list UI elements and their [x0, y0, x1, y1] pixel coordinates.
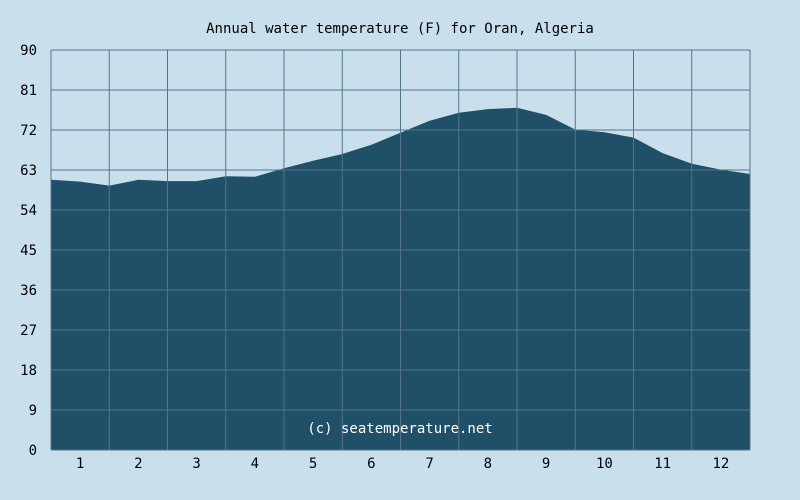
x-tick-label: 9 — [542, 456, 550, 472]
x-tick-label: 2 — [134, 456, 142, 472]
x-tick-label: 12 — [712, 456, 729, 472]
watermark: (c) seatemperature.net — [307, 421, 492, 437]
y-tick-label: 72 — [20, 123, 37, 139]
x-tick-label: 4 — [251, 456, 259, 472]
x-tick-label: 10 — [596, 456, 613, 472]
x-tick-label: 1 — [76, 456, 84, 472]
y-tick-label: 9 — [29, 403, 37, 419]
y-tick-label: 63 — [20, 163, 37, 179]
y-tick-label: 81 — [20, 83, 37, 99]
y-tick-label: 36 — [20, 283, 37, 299]
x-tick-label: 6 — [367, 456, 375, 472]
chart-title: Annual water temperature (F) for Oran, A… — [206, 21, 594, 37]
y-tick-label: 18 — [20, 363, 37, 379]
y-tick-label: 90 — [20, 43, 37, 59]
y-tick-label: 54 — [20, 203, 37, 219]
y-tick-label: 0 — [29, 443, 37, 459]
x-tick-label: 8 — [484, 456, 492, 472]
x-tick-label: 7 — [425, 456, 433, 472]
x-tick-label: 3 — [192, 456, 200, 472]
y-tick-label: 27 — [20, 323, 37, 339]
y-tick-label: 45 — [20, 243, 37, 259]
x-tick-label: 5 — [309, 456, 317, 472]
x-tick-label: 11 — [654, 456, 671, 472]
